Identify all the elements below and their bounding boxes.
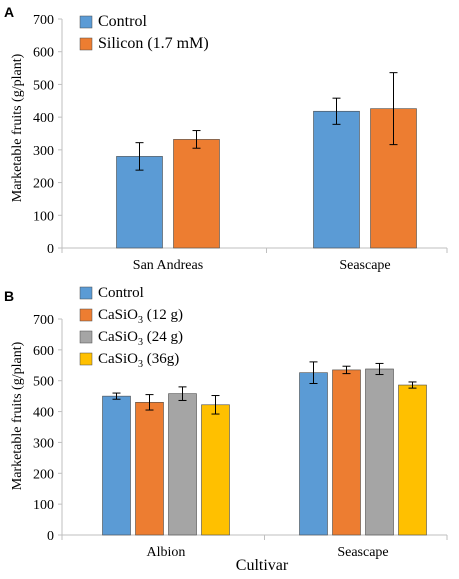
bar [173, 139, 220, 249]
bar [365, 368, 394, 536]
bar [135, 402, 164, 536]
chart-panel-a: 0 100 200 300 400 500 600 700 San Andreas Seascap… [33, 13, 448, 273]
y-tick-label: 600 [33, 46, 54, 61]
bar [168, 393, 197, 536]
bar [313, 110, 360, 249]
y-tick-label: 600 [33, 344, 54, 359]
y-tick-label: 500 [33, 78, 54, 93]
panel-b-ylabel: Marketable fruits (g/plant) [10, 341, 25, 490]
y-tick-label: 0 [47, 242, 54, 257]
y-tick-label: 400 [33, 111, 54, 126]
panel-b-letter: B [4, 288, 14, 304]
y-tick-label: 700 [33, 13, 54, 28]
legend-label: Control [98, 13, 147, 30]
x-tick-label: Seascape [337, 545, 388, 560]
panel-a-ylabel: Marketable fruits (g/plant) [10, 53, 25, 202]
legend-label: CaSiO3 (36g) [98, 351, 179, 370]
bar [299, 372, 328, 536]
x-tick-label: Albion [147, 545, 186, 560]
bar [332, 369, 361, 536]
y-tick-label: 400 [33, 406, 54, 421]
chart-panel-b: 0 100 200 300 400 500 600 700 Albion Seascape Cont… [33, 285, 448, 560]
legend-swatch [79, 286, 93, 300]
legend-label: CaSiO3 (12 g) [98, 307, 183, 326]
y-tick-label: 0 [47, 529, 54, 544]
legend-swatch [79, 15, 93, 29]
panel-b-xlabel: Cultivar [236, 557, 289, 574]
legend-swatch [79, 37, 93, 51]
panel-a-letter: A [4, 4, 14, 20]
y-tick-label: 100 [33, 498, 54, 513]
legend-label: CaSiO3 (24 g) [98, 329, 183, 348]
y-tick-label: 500 [33, 375, 54, 390]
x-tick-label: Seascape [339, 258, 390, 273]
legend-swatch [79, 330, 93, 344]
bar [398, 384, 427, 536]
y-tick-label: 700 [33, 313, 54, 328]
legend-label: Silicon (1.7 mM) [98, 35, 209, 52]
y-tick-label: 300 [33, 144, 54, 159]
legend-swatch [79, 352, 93, 366]
y-tick-label: 100 [33, 209, 54, 224]
legend-swatch [79, 308, 93, 322]
bar [102, 395, 131, 536]
bar [201, 404, 230, 536]
y-tick-label: 200 [33, 177, 54, 192]
y-tick-label: 300 [33, 436, 54, 451]
legend-label: Control [98, 285, 144, 301]
y-tick-label: 200 [33, 467, 54, 482]
bar [116, 156, 163, 249]
x-tick-label: San Andreas [133, 258, 203, 273]
